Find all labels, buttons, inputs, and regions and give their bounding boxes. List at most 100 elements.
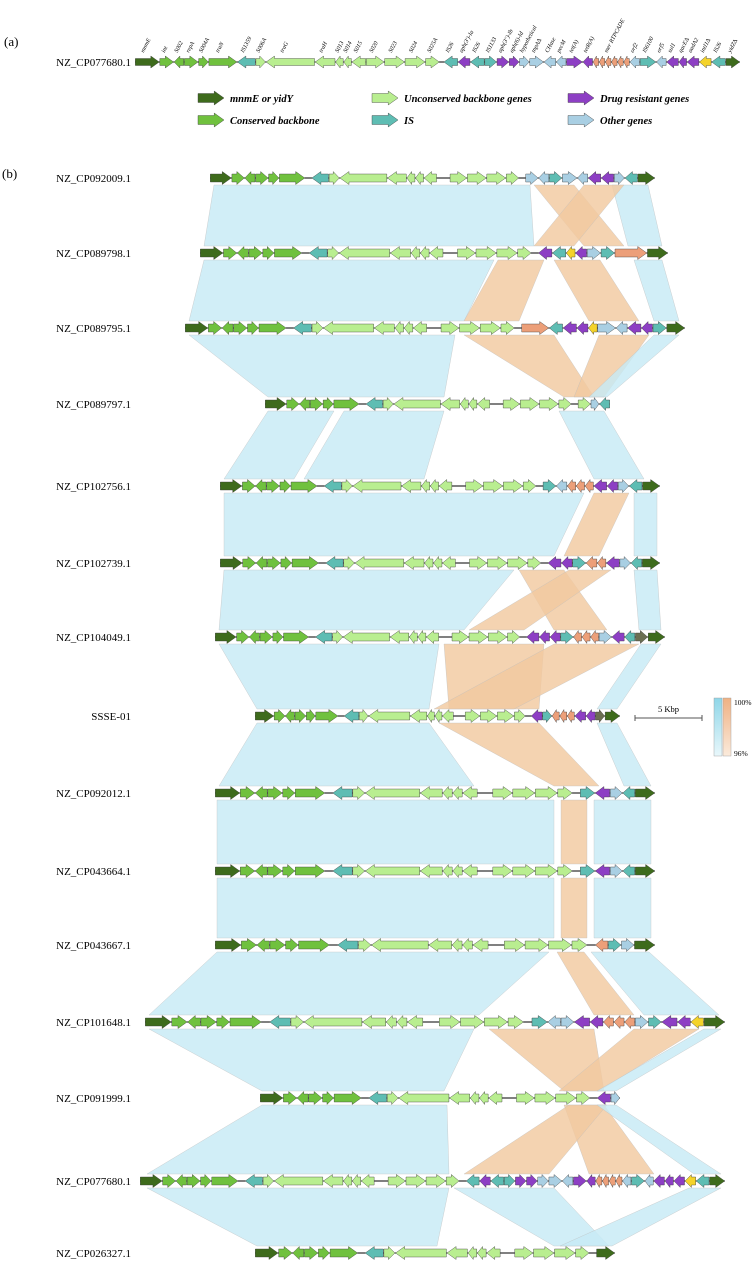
gene-arrow [526, 630, 540, 644]
gene-label: yidZ∆ [727, 38, 740, 55]
sequence-label: NZ_CP091999.1 [56, 1093, 131, 1105]
gene-arrow [371, 112, 399, 128]
gene-arrow [175, 1174, 187, 1188]
gene-arrow [624, 171, 638, 185]
gene-arrow [283, 1091, 297, 1105]
gene-arrow [339, 171, 388, 185]
gene-arrow [457, 55, 471, 69]
gene-arrow [452, 863, 463, 879]
gene-arrow [624, 629, 636, 645]
gene-arrow [558, 397, 572, 411]
gene-arrow [314, 55, 336, 69]
gene-arrow [639, 55, 657, 69]
gene-arrow [220, 556, 243, 570]
gene-arrow [611, 55, 618, 69]
gene-arrow [523, 479, 537, 493]
sequence-row: NZ_CP102739.1 [56, 555, 661, 571]
gene-arrow [542, 479, 557, 493]
gene-arrow [566, 245, 576, 261]
gene-arrow [237, 246, 249, 260]
gene-arrow [552, 246, 566, 260]
gene-arrow [514, 1246, 534, 1260]
gene-arrow [479, 1174, 491, 1188]
gene-arrow [468, 630, 489, 644]
gene-arrow [262, 1174, 274, 1188]
gene-arrow [666, 321, 686, 335]
identity-ribbon-orange [560, 799, 588, 865]
gene-arrow [567, 708, 575, 724]
gene-arrow [527, 556, 542, 570]
gene-arrow [173, 55, 184, 69]
gene-arrow [462, 937, 473, 953]
gene-arrow [557, 786, 573, 800]
gene-arrow [255, 709, 274, 723]
gene-arrow [306, 708, 316, 724]
gene-arrow [509, 55, 520, 69]
gene-label: S024 [408, 40, 420, 54]
gene-arrow [615, 321, 628, 335]
sequence-row: NZ_CP026327.1 [56, 1245, 616, 1261]
gene-arrow [211, 1174, 239, 1188]
gene-arrow [159, 55, 174, 69]
gene-arrow [352, 786, 365, 800]
gene-arrow [322, 396, 334, 412]
gene-arrow [294, 709, 307, 723]
identity-ribbon-blue [146, 1187, 450, 1247]
gene-arrow [295, 864, 326, 878]
gene-arrow [470, 55, 485, 69]
gene-arrow [442, 709, 454, 723]
gene-arrow [561, 556, 573, 570]
gene-arrow [475, 246, 497, 260]
identity-ribbon-orange [563, 492, 630, 557]
gene-arrow [417, 629, 427, 645]
gene-arrow [593, 479, 607, 493]
sequence-label: NZ_CP043667.1 [56, 940, 131, 952]
gene-arrow [520, 397, 540, 411]
gene-arrow [290, 479, 318, 493]
gene-arrow [571, 938, 588, 952]
gene-arrow [490, 1174, 504, 1188]
gene-arrow [244, 170, 256, 186]
gene-arrow [413, 321, 427, 335]
gene-label: tet(A) [568, 39, 581, 54]
gene-arrow [575, 1246, 590, 1260]
gene-label: mer RTPCADE [604, 18, 627, 54]
gene-arrow [539, 397, 559, 411]
gene-arrow [386, 1014, 397, 1030]
gene-arrow [387, 1174, 406, 1188]
gene-arrow [298, 938, 330, 952]
gene-arrow [335, 55, 344, 69]
gene-arrow [373, 321, 395, 335]
identity-ribbon-blue [188, 259, 495, 322]
gene-arrow [477, 397, 490, 411]
legend-item: mnmE or yidY [197, 90, 295, 106]
gene-arrow [280, 556, 292, 570]
gene-arrow [438, 479, 453, 493]
gene-arrow [642, 556, 661, 570]
gene-label: mnmE [140, 37, 153, 54]
gene-arrow [610, 864, 623, 878]
gene-arrow [269, 1015, 291, 1029]
gene-arrow [358, 938, 372, 952]
gene-arrow [274, 246, 302, 260]
gene-label: tnpA∆ [531, 38, 543, 54]
identity-ribbon-blue [216, 799, 555, 865]
gene-arrow [577, 397, 591, 411]
gene-arrow [585, 556, 598, 570]
gene-arrow [661, 1015, 678, 1029]
gene-arrow [249, 629, 260, 645]
gene-arrow [362, 1015, 386, 1029]
gene-arrow [506, 171, 519, 185]
identity-ribbon-blue [593, 877, 652, 939]
gene-arrow [573, 1174, 587, 1188]
identity-ribbon-orange [533, 184, 625, 247]
sequence-row: NZ_CP101648.1 [56, 1014, 726, 1030]
gene-arrow [274, 709, 286, 723]
gene-arrow [596, 1246, 616, 1260]
gene-arrow [433, 555, 443, 571]
gene-arrow [403, 320, 414, 336]
gene-arrow [325, 556, 344, 570]
identity-ribbon-orange [463, 1104, 608, 1175]
gene-arrow [216, 1015, 230, 1029]
gene-arrow [525, 171, 539, 185]
